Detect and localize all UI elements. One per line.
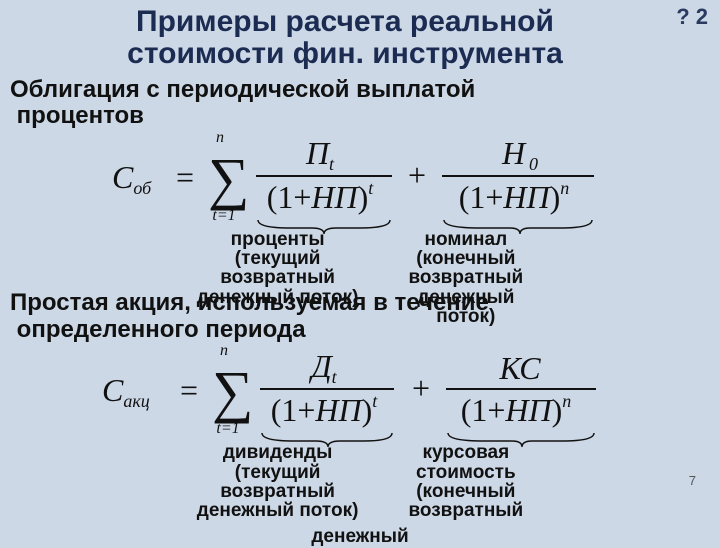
f2-num1: Дt (308, 348, 337, 387)
title-line1: Примеры расчета реальной (136, 5, 554, 38)
svg-text:t=1: t=1 (212, 207, 235, 224)
page-number: 7 (689, 473, 696, 488)
subheading-stock: Простая акция, используемая в течение оп… (0, 290, 720, 343)
f1-num2: Н0 (501, 135, 538, 174)
svg-text:t=1: t=1 (216, 420, 239, 437)
sub1-line2: процентов (17, 102, 144, 129)
title-line2: стоимости фин. инструмента (127, 37, 563, 70)
sub1-line1: Облигация с периодической выплатой (10, 76, 475, 103)
corner-marker: ? 2 (676, 4, 708, 30)
explain-row-2: дивиденды (текущий возвратный денежный п… (0, 443, 720, 521)
svg-text:n: n (220, 342, 228, 359)
sub2-line1: Простая акция, используемая в течение (10, 289, 489, 316)
f1-num1: Пt (305, 135, 335, 174)
page-title: Примеры расчета реальной стоимости фин. … (0, 0, 720, 75)
formula-stock: Сакц = ∑ n t=1 Дt (1+НП)t + КС (1+НП)n (80, 337, 640, 447)
f2-den1: (1+НП)t (271, 391, 379, 428)
subheading-bond: Облигация с периодической выплатой проце… (0, 75, 720, 130)
sub2-line2: определенного периода (17, 316, 306, 343)
svg-text:n: n (216, 129, 224, 146)
f1-den2: (1+НП)n (459, 178, 570, 215)
svg-text:=: = (176, 159, 194, 195)
f2-num2: КС (498, 350, 541, 386)
cutoff-text: денежный (0, 526, 720, 548)
f2-lhs: Сакц (102, 372, 150, 411)
f1-lhs: Соб (112, 159, 152, 198)
svg-text:∑: ∑ (208, 146, 249, 211)
explain-dividends: дивиденды (текущий возвратный денежный п… (197, 443, 359, 521)
svg-text:+: + (412, 370, 430, 406)
f1-den1: (1+НП)t (267, 178, 375, 215)
svg-text:∑: ∑ (212, 359, 253, 424)
explain-price: курсовая стоимость (конечный возвратный (408, 443, 523, 521)
formula-bond: Соб = ∑ n t=1 Пt (1+НП)t + Н0 (1+НП)n (80, 124, 640, 234)
svg-text:=: = (180, 372, 198, 408)
f2-den2: (1+НП)n (461, 391, 572, 428)
svg-text:+: + (408, 157, 426, 193)
